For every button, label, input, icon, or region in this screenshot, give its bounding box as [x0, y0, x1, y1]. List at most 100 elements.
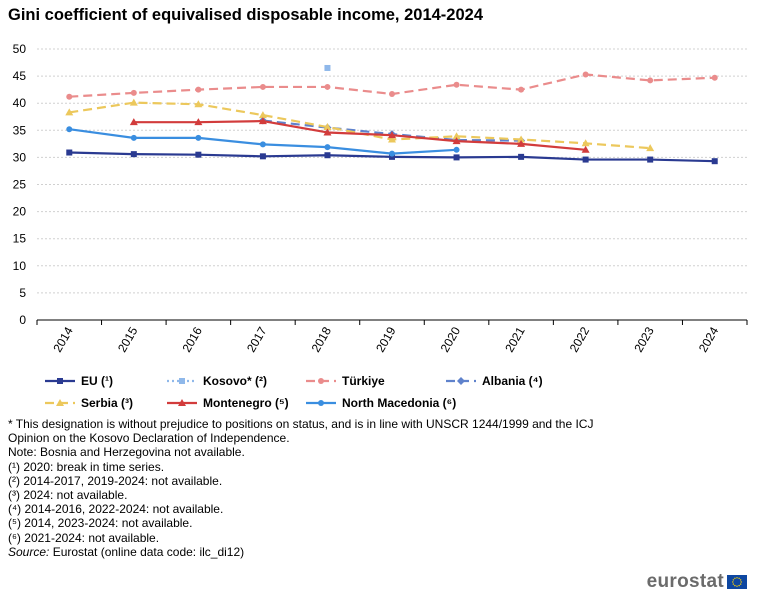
logo-text: eurostat [646, 571, 724, 592]
footnote-3: (³) 2024: not available. [8, 488, 128, 503]
legend-marker [57, 378, 63, 384]
y-tick-label: 0 [19, 313, 26, 327]
footnote-4: (⁴) 2014-2016, 2022-2024: not available. [8, 502, 224, 517]
legend-marker [457, 377, 465, 385]
x-tick-label: 2022 [567, 324, 593, 354]
data-point [582, 71, 589, 78]
footnote-1: (¹) 2020: break in time series. [8, 459, 165, 474]
x-tick-label: 2021 [502, 324, 528, 354]
data-point [388, 135, 396, 143]
data-point [258, 117, 267, 125]
x-tick-label: 2019 [373, 324, 399, 354]
flag-star [732, 583, 735, 585]
legend-label: Montenegro (⁵) [203, 396, 289, 410]
x-tick-label: 2020 [438, 324, 464, 354]
flag-star [734, 577, 736, 580]
eu-flag-icon [727, 575, 747, 589]
series-1 [324, 64, 331, 71]
data-point [130, 151, 137, 158]
data-point [453, 81, 460, 88]
footnote-2: (²) 2014-2017, 2019-2024: not available. [8, 473, 223, 488]
x-tick-label: 2015 [115, 324, 141, 354]
series-line [69, 101, 651, 150]
y-tick-label: 30 [13, 150, 27, 164]
y-tick-label: 10 [13, 259, 27, 273]
data-point [324, 144, 331, 151]
data-point [647, 77, 654, 84]
flag-star [736, 585, 738, 587]
legend-marker [179, 378, 185, 384]
x-tick-label: 2018 [309, 324, 335, 354]
legend-item: North Macedonia (⁶) [306, 396, 456, 410]
legend-item: Albania (⁴) [446, 374, 543, 388]
data-point [195, 134, 202, 141]
x-tick-label: 2023 [631, 324, 657, 354]
data-point [389, 90, 395, 97]
source-text: Eurostat (online data code: ilc_di12) [49, 544, 245, 559]
data-point [517, 135, 526, 143]
flag-star [738, 577, 740, 580]
flag-star [736, 577, 738, 579]
data-point [195, 86, 202, 93]
source-line: Source: Eurostat (online data code: ilc_… [8, 545, 748, 559]
series-6 [66, 126, 460, 157]
legend-item: Türkiye [306, 374, 385, 388]
legend-marker [56, 399, 64, 406]
data-point [581, 139, 590, 147]
legend: EU (¹) Kosovo* (²) Türkiye Albania (⁴) Serbi… [45, 374, 543, 410]
x-tick-label: 2016 [179, 324, 205, 354]
legend-label: Albania (⁴) [482, 374, 543, 388]
y-tick-label: 40 [13, 96, 27, 110]
data-point [453, 146, 460, 153]
y-tick-label: 25 [13, 178, 27, 192]
data-point [259, 153, 266, 160]
data-point [65, 108, 74, 116]
legend-label: EU (¹) [81, 374, 113, 388]
data-point [388, 131, 396, 139]
data-point [518, 153, 525, 160]
data-point [324, 152, 331, 159]
data-point [711, 74, 718, 81]
data-point [258, 111, 267, 119]
data-point [389, 150, 395, 157]
x-tick-label: 2017 [244, 324, 270, 354]
data-point [324, 64, 331, 71]
data-point [452, 132, 461, 140]
legend-marker [178, 399, 186, 406]
data-point [323, 128, 332, 136]
legend-marker [318, 378, 324, 384]
footnote-5: (⁵) 2014, 2023-2024: not available. [8, 516, 193, 531]
legend-label: Serbia (³) [81, 396, 133, 410]
data-point [389, 153, 395, 160]
y-tick-label: 45 [13, 69, 27, 83]
legend-marker [318, 400, 324, 406]
data-point [647, 156, 654, 163]
y-tick-label: 35 [13, 123, 27, 137]
data-point [517, 139, 526, 147]
data-point [452, 137, 461, 145]
y-tick-label: 50 [13, 42, 27, 56]
data-point [194, 100, 203, 108]
data-point [66, 149, 73, 156]
series-lines [65, 64, 718, 165]
legend-label: Kosovo* (²) [203, 374, 267, 388]
data-point [518, 86, 525, 93]
data-point [194, 118, 203, 126]
legend-item: Kosovo* (²) [167, 374, 267, 388]
grid [37, 48, 747, 321]
y-tick-label: 5 [19, 286, 26, 300]
x-tick-label: 2014 [50, 324, 76, 354]
x-axis-ticks: 2014 2015 2016 2017 2018 2019 2020 2021 2022 2023… [36, 320, 748, 355]
data-point [581, 145, 590, 153]
series-line [133, 119, 586, 151]
data-point [259, 141, 266, 148]
data-point [130, 89, 137, 96]
footnote-6: (⁶) 2021-2024: not available. [8, 530, 160, 545]
data-point [323, 123, 332, 131]
legend-item: Serbia (³) [45, 396, 133, 410]
data-point [129, 98, 138, 106]
chart-title: Gini coefficient of equivalised disposab… [8, 6, 483, 24]
legend-item: EU (¹) [45, 374, 113, 388]
data-point [259, 83, 266, 90]
